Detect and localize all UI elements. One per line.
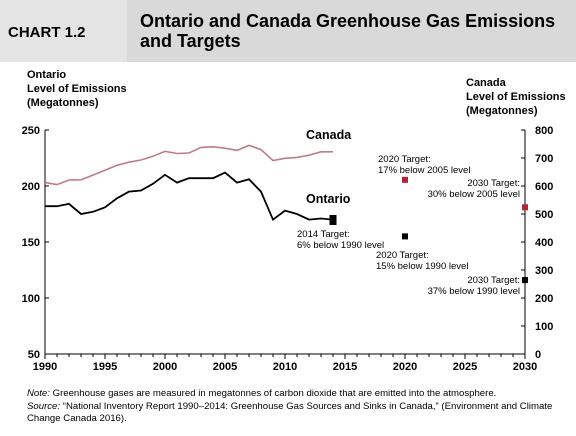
note-label: Note: (27, 388, 50, 399)
right-axis-tick-label: 300 (535, 265, 553, 277)
left-axis-tick-label: 250 (22, 125, 40, 137)
target-label-canada-2030: 2030 Target: (467, 178, 520, 189)
right-axis-title-line-3: (Megatonnes) (466, 105, 538, 117)
left-axis-tick-label: 200 (22, 181, 40, 193)
target-label-ontario-2014: 6% below 1990 level (297, 240, 384, 251)
x-axis-tick-label: 2005 (213, 361, 237, 373)
target-label-canada-2020: 2020 Target: (378, 154, 431, 165)
target-marker-ontario-2030 (522, 277, 528, 284)
target-marker-ontario-2020 (402, 233, 408, 240)
chart-title-line-2: and Targets (140, 31, 241, 51)
target-label-canada-2030: 30% below 2005 level (428, 189, 520, 200)
x-axis-tick-label: 2020 (393, 361, 417, 373)
note-text: Greenhouse gases are measured in megaton… (49, 388, 497, 399)
left-axis-tick-label: 150 (22, 237, 40, 249)
series-label-canada: Canada (306, 128, 352, 142)
target-label-ontario-2020: 15% below 1990 level (376, 261, 468, 272)
source-text: “National Inventory Report 1990–2014: Gr… (27, 400, 553, 425)
left-axis-title-line-3: (Megatonnes) (27, 97, 99, 109)
source-label: Source: (27, 400, 61, 412)
chart-number: CHART 1.2 (8, 24, 86, 41)
right-axis-title: Canada Level of Emissions (Megatonnes) (466, 76, 566, 118)
left-axis-title-line-1: Ontario (27, 69, 67, 81)
chart-title-line-1: Ontario and Canada Greenhouse Gas Emissi… (140, 11, 556, 31)
series-line-ontario (45, 171, 334, 222)
x-axis-tick-label: 2030 (513, 361, 537, 373)
chart-notes: Note: Greenhouse gases are measured in m… (27, 388, 557, 426)
left-axis-title-line-2: Level of Emissions (27, 83, 127, 95)
chart-number-box: CHART 1.2 (0, 0, 127, 62)
x-axis-tick-label: 2010 (273, 361, 297, 373)
target-marker-ontario-2014 (329, 214, 337, 225)
left-axis-title: Ontario Level of Emissions (Megatonnes) (27, 68, 127, 110)
target-label-ontario-2030: 37% below 1990 level (428, 286, 520, 297)
right-axis-tick-label: 500 (535, 209, 553, 221)
x-axis-tick-label: 2025 (453, 361, 477, 373)
left-axis-tick-label: 50 (28, 349, 40, 361)
right-axis-tick-label: 0 (535, 349, 541, 361)
right-axis-tick-label: 200 (535, 293, 553, 305)
right-axis-tick-label: 800 (535, 125, 553, 137)
series-label-ontario: Ontario (306, 192, 351, 206)
x-axis-tick-label: 1990 (33, 361, 57, 373)
right-axis-title-line-2: Level of Emissions (466, 91, 566, 103)
right-axis-tick-label: 100 (535, 321, 553, 333)
target-marker-canada-2020 (402, 176, 408, 183)
target-label-canada-2020: 17% below 2005 level (378, 165, 470, 176)
note-line: Note: Greenhouse gases are measured in m… (27, 388, 557, 401)
target-label-ontario-2020: 2020 Target: (376, 250, 429, 261)
right-axis-tick-label: 700 (535, 153, 553, 165)
x-axis-tick-label: 2015 (333, 361, 357, 373)
source-line: Source: “National Inventory Report 1990–… (27, 401, 557, 426)
x-axis-tick-label: 2000 (153, 361, 177, 373)
left-axis-tick-label: 100 (22, 293, 40, 305)
x-axis-tick-label: 1995 (93, 361, 117, 373)
right-axis-tick-label: 600 (535, 181, 553, 193)
target-label-ontario-2014: 2014 Target: (297, 229, 350, 240)
series-line-canada (44, 144, 333, 186)
right-axis-tick-label: 400 (535, 237, 553, 249)
chart-title: Ontario and Canada Greenhouse Gas Emissi… (140, 11, 560, 51)
right-axis-title-line-1: Canada (466, 77, 506, 89)
target-marker-canada-2030 (522, 204, 528, 211)
target-label-ontario-2030: 2030 Target: (467, 275, 520, 286)
